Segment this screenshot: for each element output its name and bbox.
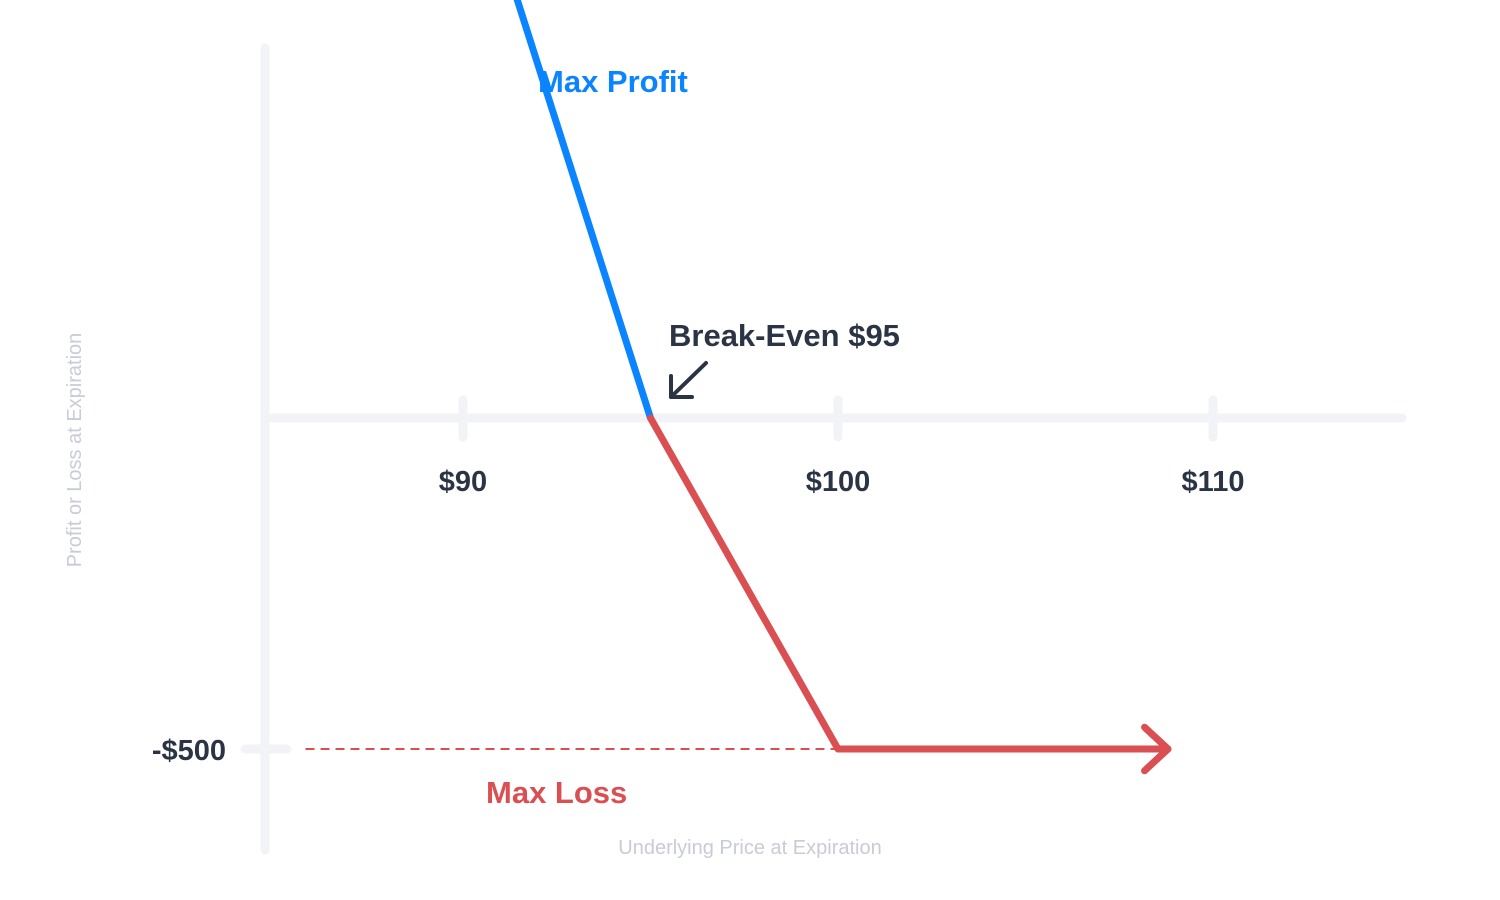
x-ticks: $90 $100 $110 xyxy=(439,395,1245,498)
x-tick-label-2: $110 xyxy=(1182,466,1245,498)
payoff-series xyxy=(513,0,1172,775)
x-tick-label-0: $90 xyxy=(439,466,487,498)
y-axis-title: Profit or Loss at Expiration xyxy=(64,333,86,568)
y-tick-label: -$500 xyxy=(152,735,226,767)
loss-line xyxy=(647,414,1172,753)
loss-arrowhead xyxy=(1141,723,1172,775)
break-even-arrow-icon xyxy=(669,361,708,399)
break-even-label: Break-Even $95 xyxy=(669,318,900,353)
max-loss-label: Max Loss xyxy=(486,775,627,810)
x-axis-title: Underlying Price at Expiration xyxy=(618,837,881,859)
profit-line xyxy=(513,0,654,422)
max-profit-label: Max Profit xyxy=(538,64,688,99)
x-tick-label-1: $100 xyxy=(806,466,871,498)
